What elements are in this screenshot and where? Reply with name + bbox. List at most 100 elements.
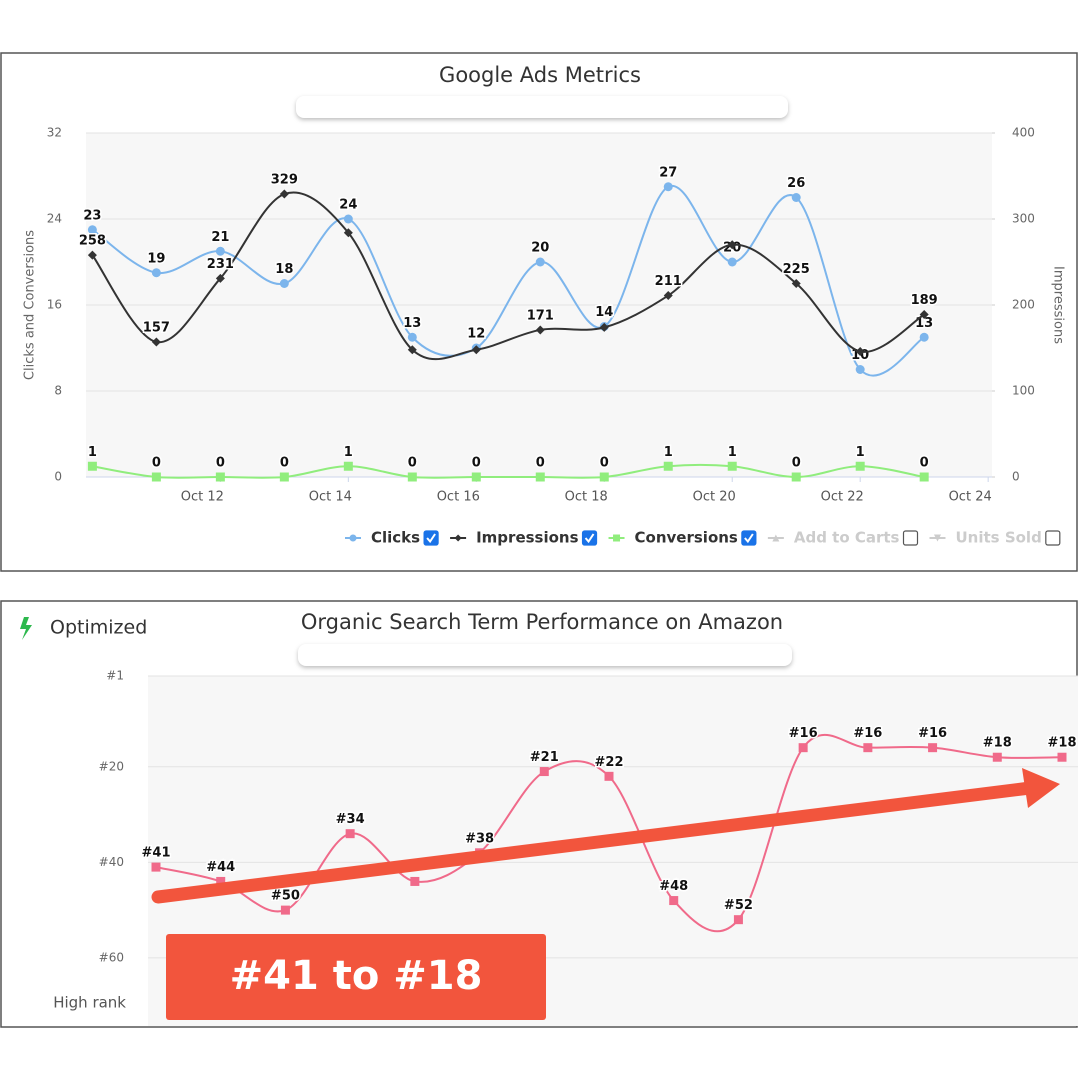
- marker: [727, 461, 737, 471]
- marker: [410, 876, 420, 886]
- y2-tick-label: 400: [1012, 126, 1035, 140]
- marker: [855, 346, 865, 356]
- marker: [279, 472, 289, 482]
- marker: [798, 743, 808, 753]
- data-label: 19: [147, 251, 165, 266]
- marker: [791, 472, 801, 482]
- data-label: 13: [403, 316, 421, 331]
- data-label: #38: [465, 831, 494, 846]
- legend-label: Units Sold: [956, 529, 1042, 547]
- checkmark: [584, 533, 595, 544]
- legend-label: Conversions: [635, 529, 738, 547]
- data-label: 23: [83, 208, 101, 223]
- marker: [791, 193, 801, 202]
- data-label: 225: [783, 262, 810, 277]
- arrow-shaft: [151, 781, 1037, 904]
- trend-arrow: [151, 768, 1060, 904]
- data-label: #44: [206, 860, 235, 875]
- marker: [87, 225, 97, 235]
- data-label: 1: [664, 445, 673, 460]
- y2-tick-label: 100: [1012, 384, 1035, 398]
- marker: [919, 332, 929, 342]
- data-label: 24: [339, 198, 357, 213]
- marker: [733, 915, 743, 925]
- data-label: 0: [216, 456, 225, 471]
- y-tick-label: 32: [47, 126, 62, 140]
- marker: [471, 345, 481, 355]
- data-label: #16: [789, 726, 818, 741]
- x-tick-label: Oct 24: [949, 490, 992, 505]
- data-label: 0: [536, 456, 545, 471]
- checkmark: [426, 533, 436, 544]
- data-label: 157: [143, 320, 170, 335]
- marker: [471, 472, 481, 482]
- legend-checkbox: [902, 530, 919, 546]
- data-label: 0: [472, 456, 481, 471]
- marker: [919, 472, 929, 482]
- marker: [928, 743, 938, 753]
- marker: [215, 472, 225, 482]
- y-tick-label: 0: [54, 470, 62, 484]
- y2-tick-label: 300: [1012, 212, 1035, 226]
- legend-label: Impressions: [476, 529, 579, 547]
- marker: [87, 461, 97, 471]
- chart-title: Organic Search Term Performance on Amazo…: [301, 610, 783, 634]
- data-label: 0: [408, 456, 417, 471]
- data-label: 0: [920, 456, 929, 471]
- data-label: #52: [724, 898, 753, 913]
- data-label: #50: [271, 889, 300, 904]
- data-label: 1: [856, 445, 865, 460]
- bolt-icon: [20, 617, 32, 640]
- x-tick-label: Oct 14: [309, 490, 352, 505]
- marker: [407, 345, 417, 355]
- marker: [535, 472, 545, 482]
- marker: [613, 534, 621, 542]
- data-label: 1: [728, 445, 737, 460]
- checkmark: [744, 533, 754, 544]
- y2-tick-label: 0: [1012, 470, 1020, 484]
- marker: [855, 461, 865, 471]
- callout-text: #41 to #18: [230, 953, 483, 999]
- y-axis-title: Clicks and Conversions: [23, 230, 38, 380]
- data-label: #16: [918, 726, 947, 741]
- data-label: #34: [336, 812, 365, 827]
- data-label: 26: [787, 176, 805, 191]
- data-label: 14: [595, 305, 613, 320]
- marker: [604, 771, 614, 781]
- legend-checkbox: [741, 530, 757, 546]
- x-tick-label: Oct 22: [821, 490, 864, 505]
- marker: [772, 534, 780, 542]
- marker: [599, 322, 609, 332]
- marker: [151, 337, 161, 347]
- marker: [215, 273, 225, 283]
- y-tick-label: #20: [99, 759, 124, 773]
- data-label: #21: [530, 750, 559, 765]
- y-tick-label: 16: [47, 298, 62, 312]
- marker: [535, 257, 545, 267]
- x-tick-label: Oct 16: [437, 490, 480, 505]
- y2-tick-label: 200: [1012, 298, 1035, 312]
- title-pill: [296, 96, 788, 118]
- marker: [343, 461, 353, 471]
- marker: [863, 743, 873, 753]
- marker: [343, 214, 353, 224]
- data-label: 211: [655, 274, 682, 289]
- x-tick-label: Oct 12: [181, 490, 224, 505]
- marker: [151, 268, 161, 278]
- y-tick-label: #1: [106, 669, 124, 683]
- y-axis-caption: High rank: [53, 994, 126, 1012]
- data-label: #18: [1048, 736, 1077, 751]
- marker: [663, 461, 673, 471]
- marker: [279, 279, 289, 288]
- legend-label: Add to Carts: [794, 529, 900, 547]
- data-label: #16: [853, 726, 882, 741]
- marker: [280, 905, 290, 915]
- data-label: 0: [600, 456, 609, 471]
- legend-checkbox: [581, 530, 598, 546]
- arrow-head: [1022, 768, 1060, 808]
- marker: [919, 309, 929, 319]
- y-tick-label: 24: [47, 212, 62, 226]
- data-label: 0: [152, 456, 161, 471]
